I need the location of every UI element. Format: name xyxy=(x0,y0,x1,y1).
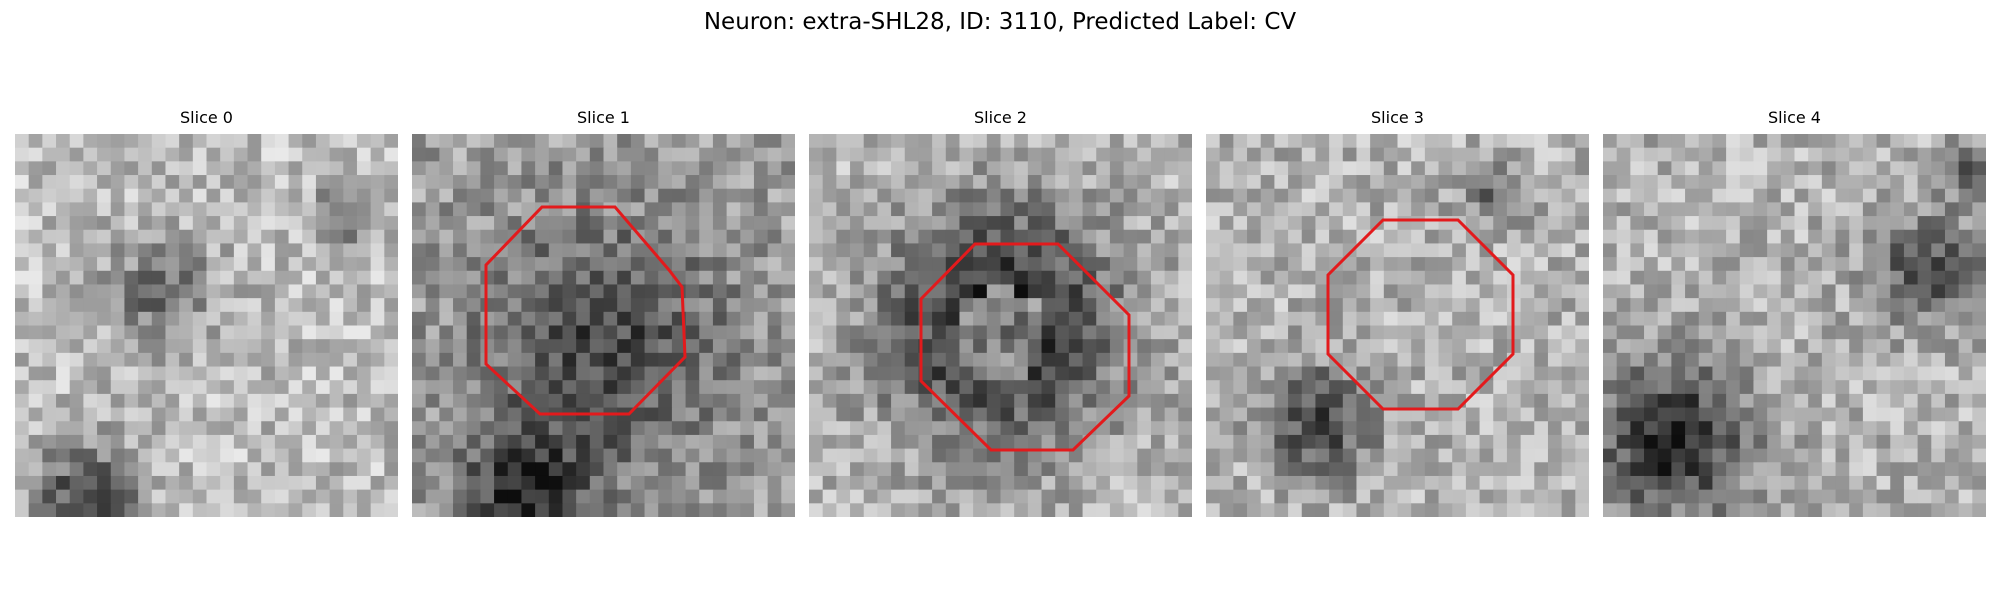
figure-title: Neuron: extra-SHL28, ID: 3110, Predicted… xyxy=(703,9,1297,35)
slice-image xyxy=(412,134,795,517)
slice-image xyxy=(1603,134,1986,517)
roi-outline xyxy=(1326,218,1515,411)
slice-title: Slice 0 xyxy=(180,108,233,127)
slice-image xyxy=(1206,134,1589,517)
pixel-grid xyxy=(412,134,795,517)
slice-title: Slice 4 xyxy=(1768,108,1821,127)
roi-outline xyxy=(919,242,1131,452)
slice-title: Slice 2 xyxy=(974,108,1027,127)
slice-image xyxy=(809,134,1192,517)
pixel-grid xyxy=(15,134,398,517)
pixel-grid xyxy=(1603,134,1986,517)
pixel-grid xyxy=(809,134,1192,517)
slice-title: Slice 1 xyxy=(577,108,630,127)
slice-title: Slice 3 xyxy=(1371,108,1424,127)
slice-image xyxy=(15,134,398,517)
pixel-grid xyxy=(1206,134,1589,517)
roi-outline xyxy=(484,205,687,416)
